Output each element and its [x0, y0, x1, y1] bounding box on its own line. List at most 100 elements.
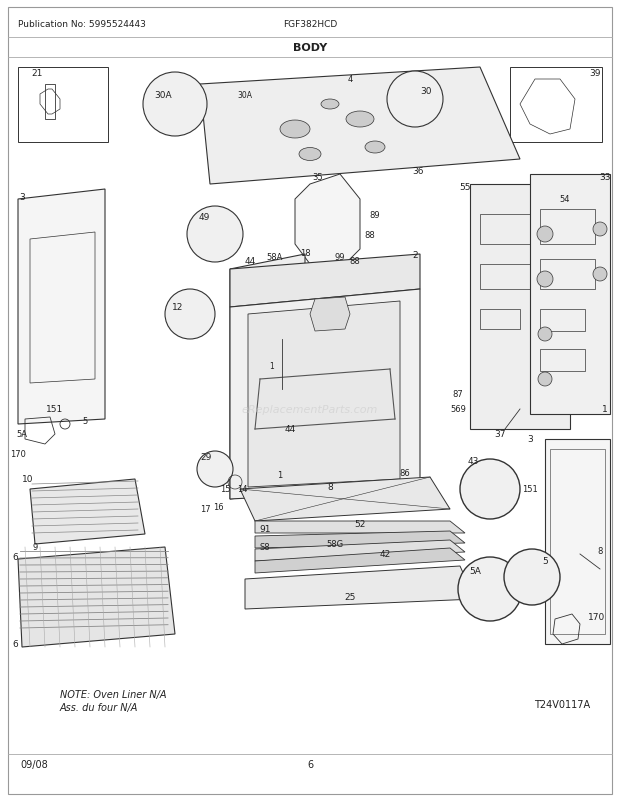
- Text: 88: 88: [350, 257, 360, 266]
- Ellipse shape: [321, 100, 339, 110]
- Polygon shape: [530, 175, 610, 415]
- Bar: [540, 310, 585, 331]
- Polygon shape: [470, 184, 570, 429]
- Text: 36: 36: [412, 168, 423, 176]
- Text: 5A: 5A: [17, 430, 27, 439]
- Circle shape: [187, 207, 243, 263]
- Text: 54: 54: [560, 195, 570, 205]
- Text: 43: 43: [467, 457, 479, 466]
- Text: 8: 8: [327, 483, 333, 492]
- Ellipse shape: [299, 148, 321, 161]
- Polygon shape: [310, 298, 350, 331]
- Text: 15: 15: [219, 485, 230, 494]
- Text: 99: 99: [335, 253, 345, 262]
- Ellipse shape: [365, 142, 385, 154]
- Text: 2: 2: [412, 250, 418, 259]
- Text: 5A: 5A: [469, 567, 481, 576]
- Text: 6: 6: [307, 759, 313, 769]
- Text: 30: 30: [420, 87, 432, 96]
- Text: FGF382HCD: FGF382HCD: [283, 20, 337, 29]
- Text: 44: 44: [244, 257, 255, 266]
- Text: 151: 151: [522, 485, 538, 494]
- Text: Publication No: 5995524443: Publication No: 5995524443: [18, 20, 146, 29]
- Text: S8: S8: [260, 543, 270, 552]
- Polygon shape: [200, 68, 520, 184]
- Bar: [480, 215, 530, 245]
- Bar: [540, 210, 595, 245]
- Text: 33: 33: [600, 173, 611, 182]
- Text: T24V0117A: T24V0117A: [534, 699, 590, 709]
- Text: 87: 87: [453, 390, 463, 399]
- Text: 44: 44: [285, 425, 296, 434]
- Text: 49: 49: [198, 213, 210, 222]
- Circle shape: [537, 272, 553, 288]
- Circle shape: [387, 72, 443, 128]
- Polygon shape: [295, 175, 360, 269]
- Bar: [18, 68, 108, 143]
- Text: 569: 569: [450, 405, 466, 414]
- Text: 30A: 30A: [154, 91, 172, 100]
- Text: 10: 10: [22, 475, 33, 484]
- Text: 30A: 30A: [237, 91, 252, 99]
- Text: eReplacementParts.com: eReplacementParts.com: [242, 404, 378, 415]
- Text: 89: 89: [370, 210, 380, 219]
- Circle shape: [143, 73, 207, 137]
- Polygon shape: [18, 547, 175, 647]
- Text: 25: 25: [344, 593, 356, 602]
- Text: 6: 6: [12, 640, 18, 649]
- Text: 29: 29: [200, 453, 211, 462]
- Circle shape: [504, 549, 560, 606]
- Text: 09/08: 09/08: [20, 759, 48, 769]
- Text: 52: 52: [354, 520, 366, 529]
- Polygon shape: [255, 549, 465, 573]
- Text: 42: 42: [379, 550, 391, 559]
- Circle shape: [538, 327, 552, 342]
- Text: 21: 21: [32, 68, 43, 78]
- Circle shape: [538, 373, 552, 387]
- Bar: [540, 350, 585, 371]
- Text: 37: 37: [494, 430, 506, 439]
- Polygon shape: [240, 477, 450, 521]
- Text: 1: 1: [270, 362, 275, 371]
- Circle shape: [165, 290, 215, 339]
- Circle shape: [537, 227, 553, 243]
- Text: 16: 16: [213, 503, 223, 512]
- Text: 5: 5: [82, 417, 87, 426]
- Circle shape: [458, 557, 522, 622]
- Polygon shape: [255, 541, 465, 561]
- Text: 151: 151: [46, 405, 64, 414]
- Circle shape: [460, 460, 520, 520]
- Text: 170: 170: [588, 613, 606, 622]
- Text: 35: 35: [312, 173, 323, 182]
- Text: 58G: 58G: [327, 540, 343, 549]
- Bar: [480, 310, 520, 330]
- Text: 14: 14: [237, 485, 247, 494]
- Text: 170: 170: [10, 450, 26, 459]
- Circle shape: [593, 223, 607, 237]
- Bar: [510, 68, 602, 143]
- Polygon shape: [248, 302, 400, 488]
- Text: 88: 88: [365, 230, 375, 239]
- Text: 58A: 58A: [267, 253, 283, 262]
- Polygon shape: [245, 566, 475, 610]
- Bar: [480, 265, 530, 290]
- Text: 39: 39: [589, 68, 601, 78]
- Text: 8: 8: [597, 547, 603, 556]
- Text: 3: 3: [527, 435, 533, 444]
- Polygon shape: [545, 439, 610, 644]
- Ellipse shape: [280, 121, 310, 139]
- Text: 91: 91: [259, 525, 271, 534]
- Polygon shape: [230, 255, 420, 308]
- Text: 55: 55: [459, 184, 471, 192]
- Polygon shape: [30, 480, 145, 545]
- Text: Ass. du four N/A: Ass. du four N/A: [60, 702, 138, 712]
- Polygon shape: [230, 255, 305, 500]
- Text: 4: 4: [347, 75, 353, 84]
- Bar: [540, 260, 595, 290]
- Text: 6: 6: [12, 553, 18, 561]
- Text: 17: 17: [200, 505, 210, 514]
- Polygon shape: [255, 521, 465, 533]
- Polygon shape: [255, 532, 465, 549]
- Circle shape: [593, 268, 607, 282]
- Polygon shape: [230, 290, 420, 500]
